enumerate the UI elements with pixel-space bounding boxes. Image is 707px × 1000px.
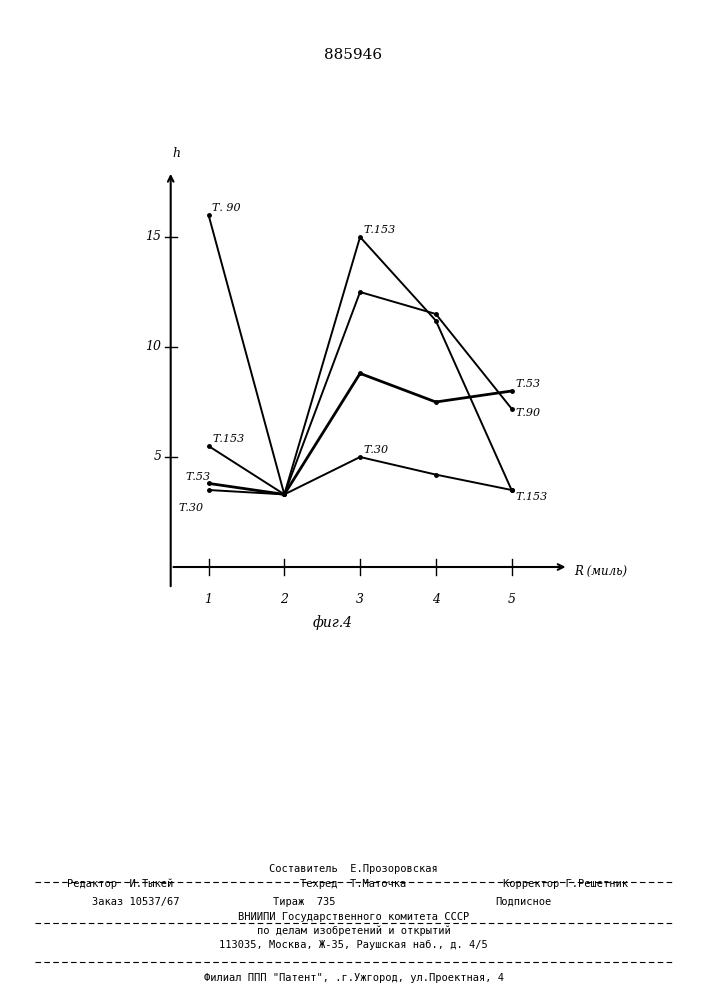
Text: фиг.4: фиг.4: [312, 615, 352, 630]
Text: Техред  Т.Маточка: Техред Т.Маточка: [300, 879, 407, 889]
Text: Корректор Г.Решетник: Корректор Г.Решетник: [503, 879, 628, 889]
Text: Редактор  И.Тыкей: Редактор И.Тыкей: [67, 879, 173, 889]
Text: 5: 5: [153, 450, 162, 464]
Text: Т.153: Т.153: [212, 434, 245, 444]
Text: 3: 3: [356, 593, 364, 606]
Text: h: h: [173, 147, 180, 160]
Text: 5: 5: [508, 593, 515, 606]
Text: R (миль): R (миль): [573, 565, 627, 578]
Text: Филиал ППП "Патент", .г.Ужгород, ул.Проектная, 4: Филиал ППП "Патент", .г.Ужгород, ул.Прое…: [204, 973, 503, 983]
Text: 113035, Москва, Ж-35, Раушская наб., д. 4/5: 113035, Москва, Ж-35, Раушская наб., д. …: [219, 940, 488, 950]
Text: Т.53: Т.53: [515, 379, 540, 389]
Text: 885946: 885946: [325, 48, 382, 62]
Text: Заказ 10537/67: Заказ 10537/67: [92, 897, 180, 907]
Text: 4: 4: [432, 593, 440, 606]
Text: 2: 2: [280, 593, 288, 606]
Text: 10: 10: [146, 340, 162, 354]
Text: 15: 15: [146, 230, 162, 243]
Text: по делам изобретений и открытий: по делам изобретений и открытий: [257, 926, 450, 936]
Text: Т.153: Т.153: [364, 225, 396, 235]
Text: Т.30: Т.30: [178, 503, 204, 513]
Text: Т.90: Т.90: [515, 408, 540, 418]
Text: Подписное: Подписное: [495, 897, 551, 907]
Text: ВНИИПИ Государственного комитета СССР: ВНИИПИ Государственного комитета СССР: [238, 912, 469, 922]
Text: Составитель  Е.Прозоровская: Составитель Е.Прозоровская: [269, 864, 438, 874]
Text: 1: 1: [204, 593, 213, 606]
Text: Т.153: Т.153: [515, 492, 548, 502]
Text: Тираж  735: Тираж 735: [273, 897, 335, 907]
Text: Т. 90: Т. 90: [212, 203, 241, 213]
Text: Т.53: Т.53: [186, 472, 211, 482]
Text: Т.30: Т.30: [364, 445, 389, 455]
